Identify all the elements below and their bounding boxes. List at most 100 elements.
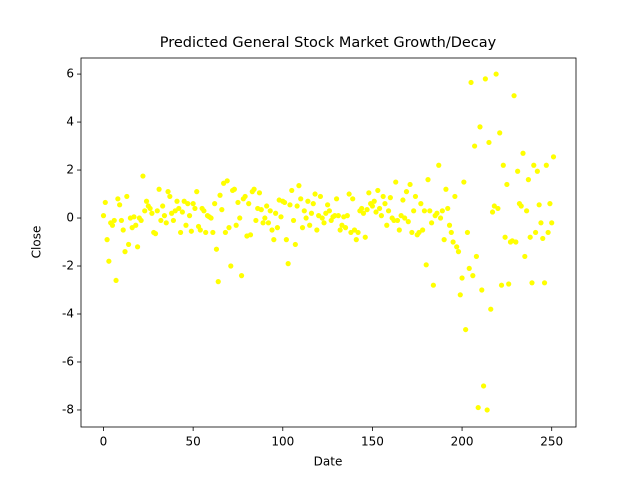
point	[179, 209, 185, 215]
point	[235, 199, 241, 206]
point	[450, 239, 456, 245]
point	[287, 202, 293, 208]
point	[411, 208, 417, 214]
point	[550, 154, 557, 160]
point	[373, 209, 379, 215]
point	[210, 229, 216, 236]
point	[518, 203, 524, 209]
x-axis-label: Date	[314, 455, 343, 469]
point	[423, 262, 429, 268]
point	[325, 202, 331, 208]
point	[332, 213, 338, 219]
y-axis-label: Close	[30, 226, 44, 259]
point	[299, 225, 306, 231]
point	[122, 249, 128, 255]
point	[156, 186, 162, 192]
point	[375, 187, 381, 194]
point	[303, 215, 309, 221]
point	[376, 205, 383, 212]
point	[488, 306, 494, 312]
point	[208, 215, 214, 221]
point	[541, 280, 548, 286]
point	[484, 407, 490, 413]
x-tick-label: 100	[271, 435, 294, 449]
point	[360, 210, 367, 216]
point	[296, 183, 302, 189]
point	[321, 220, 327, 226]
point	[543, 162, 549, 168]
point	[382, 201, 388, 207]
point	[378, 213, 384, 219]
y-tick-label: -4	[62, 306, 74, 320]
x-tick-label: 250	[540, 435, 563, 449]
point	[192, 205, 198, 212]
point	[515, 168, 521, 174]
point	[463, 326, 469, 333]
point	[525, 177, 532, 183]
point	[118, 217, 125, 224]
point	[522, 253, 528, 260]
point	[454, 244, 460, 250]
point	[400, 197, 406, 203]
point	[256, 190, 263, 196]
point	[359, 205, 365, 212]
point	[477, 124, 483, 130]
x-tick-label: 0	[100, 435, 108, 449]
point	[177, 229, 184, 236]
point	[142, 208, 148, 214]
chart-title: Predicted General Stock Market Growth/De…	[160, 35, 497, 51]
point	[269, 227, 275, 233]
point	[237, 215, 243, 221]
point	[538, 220, 544, 226]
point	[502, 234, 508, 240]
point	[532, 229, 539, 236]
point	[497, 130, 503, 136]
point	[396, 227, 402, 233]
point	[140, 173, 146, 179]
point	[319, 215, 325, 221]
y-tick-label: 2	[66, 163, 74, 177]
point	[391, 217, 397, 224]
point	[511, 93, 517, 99]
point	[238, 273, 245, 279]
point	[247, 232, 254, 238]
point	[298, 196, 304, 202]
point	[409, 229, 415, 236]
point	[452, 193, 458, 200]
point	[445, 205, 451, 212]
point	[393, 179, 399, 185]
point	[174, 198, 180, 204]
point	[147, 205, 153, 212]
y-tick-label: 4	[66, 115, 74, 129]
point	[228, 263, 234, 269]
point	[281, 199, 288, 206]
point	[294, 203, 300, 209]
point	[529, 280, 535, 286]
point	[498, 282, 505, 288]
point	[100, 213, 107, 219]
point	[531, 162, 537, 168]
point	[170, 217, 177, 224]
y-tick-label: 6	[66, 67, 74, 81]
point	[513, 239, 519, 245]
point	[493, 71, 499, 77]
point	[448, 229, 454, 236]
point	[278, 214, 284, 220]
point	[549, 220, 555, 226]
point	[149, 210, 155, 216]
point	[165, 189, 171, 195]
point	[412, 193, 419, 200]
point	[167, 193, 173, 200]
point	[267, 208, 273, 214]
point	[364, 207, 370, 213]
point	[461, 179, 467, 185]
axes-frame	[80, 57, 577, 428]
point	[362, 234, 368, 240]
point	[480, 383, 487, 389]
point	[403, 189, 410, 195]
point	[540, 235, 546, 242]
point	[436, 162, 442, 168]
point	[520, 150, 526, 156]
point	[342, 225, 349, 231]
point	[524, 208, 530, 214]
